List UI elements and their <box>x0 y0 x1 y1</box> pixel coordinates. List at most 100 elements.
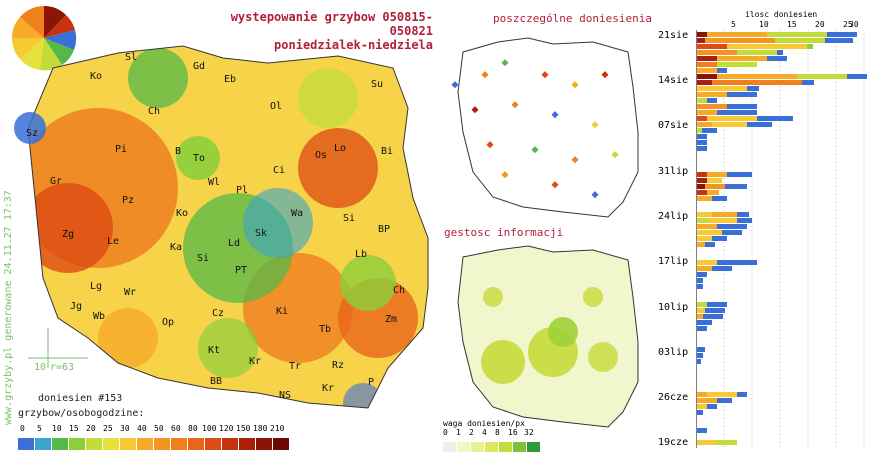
date-label: 03lip <box>658 347 689 358</box>
legend-swatch <box>137 438 153 450</box>
density-legend-title: waga doniesien/px <box>443 419 525 428</box>
city-label: Wb <box>93 311 106 322</box>
density-legend: waga doniesien/px 0 1 2 4 8 16 32 <box>443 419 568 456</box>
city-label: Si <box>197 253 210 264</box>
date-label: 21sie <box>658 30 689 41</box>
legend-swatches <box>18 435 289 450</box>
city-label: Ol <box>270 101 283 112</box>
legend-swatch <box>188 438 204 450</box>
title-line-1: wystepowanie grzybow 050815-050821 <box>230 10 433 38</box>
city-label: Le <box>107 236 120 247</box>
city-label: Ka <box>170 242 183 253</box>
legend-value: 180 <box>253 424 268 433</box>
histogram-bars <box>697 32 877 448</box>
main-map <box>8 38 438 418</box>
legend-swatch <box>154 438 170 450</box>
tick-label: 20 <box>815 20 825 29</box>
density-legend-value: 32 <box>524 428 534 437</box>
city-label: Ko <box>90 71 103 82</box>
legend-swatch <box>69 438 85 450</box>
density-legend-value: 8 <box>495 428 500 437</box>
scale-label: 10 <box>34 362 47 373</box>
city-label: Sl <box>125 52 138 63</box>
legend-swatch <box>443 442 456 452</box>
legend-value: 30 <box>120 424 130 433</box>
legend-value: 60 <box>171 424 181 433</box>
city-label: Ki <box>276 306 289 317</box>
legend-swatch <box>222 438 238 450</box>
city-label: Cz <box>212 308 225 319</box>
histogram-axis-title: ilosc doniesien <box>745 10 818 19</box>
city-label: Op <box>162 317 175 328</box>
legend-value: 50 <box>154 424 164 433</box>
map-title: wystepowanie grzybow 050815-050821 ponie… <box>190 10 433 52</box>
reports-map-title: poszczególne doniesienia <box>493 12 652 25</box>
tick-label: 25 <box>843 20 853 29</box>
city-label: Lo <box>334 143 347 154</box>
density-map <box>443 242 643 432</box>
city-label: Tb <box>319 324 332 335</box>
city-label: Kr <box>249 356 262 367</box>
date-label: 10lip <box>658 302 689 313</box>
date-label: 07sie <box>658 120 689 131</box>
city-label: Lb <box>355 249 368 260</box>
legend-swatch <box>120 438 136 450</box>
density-legend-value: 0 <box>443 428 448 437</box>
legend-title: grzybow/osobogodzine: <box>18 408 145 419</box>
city-label: Rz <box>332 360 345 371</box>
city-label: Tr <box>289 361 302 372</box>
legend-value: 10 <box>52 424 62 433</box>
legend-swatch <box>86 438 102 450</box>
city-label: Lg <box>90 281 103 292</box>
legend-swatch <box>256 438 272 450</box>
city-label: Wl <box>208 177 221 188</box>
legend-value: 0 <box>20 424 25 433</box>
city-label: Ch <box>393 285 406 296</box>
city-label: Eb <box>224 74 237 85</box>
city-label: Wr <box>124 287 137 298</box>
date-label: 17lip <box>658 256 689 267</box>
city-label: Kr <box>322 383 335 394</box>
radius-label: r=63 <box>50 362 75 373</box>
watermark: www.grzyby.pl generowane 24.11.27 17:37 <box>3 190 14 425</box>
legend-swatch <box>239 438 255 450</box>
city-label: P <box>368 377 375 388</box>
legend-labels: 0 5 10 15 20 25 30 40 50 60 80 100 120 1… <box>18 424 288 435</box>
reports-count: doniesien #153 <box>38 393 123 404</box>
city-label: Wa <box>291 208 304 219</box>
city-label: PT <box>235 265 248 276</box>
city-label: Gd <box>193 61 206 72</box>
legend-swatch <box>513 442 526 452</box>
city-label: Zm <box>385 314 398 325</box>
city-label: B <box>175 146 182 157</box>
city-label: Pl <box>236 185 249 196</box>
city-label: Sk <box>255 228 268 239</box>
city-label: Kt <box>208 345 221 356</box>
legend-swatch <box>471 442 484 452</box>
legend-value: 40 <box>137 424 147 433</box>
city-label: Pz <box>122 195 135 206</box>
legend-swatch <box>273 438 289 450</box>
tick-label: 5 <box>731 20 736 29</box>
date-label: 14sie <box>658 75 689 86</box>
legend-value: 210 <box>270 424 285 433</box>
city-label: BP <box>378 224 391 235</box>
title-line-2: poniedzialek-niedziela <box>274 38 433 52</box>
city-label: BB <box>210 376 223 387</box>
city-label: Sz <box>26 128 39 139</box>
density-legend-value: 2 <box>469 428 474 437</box>
legend-value: 150 <box>236 424 251 433</box>
density-legend-value: 4 <box>482 428 487 437</box>
legend-value: 100 <box>202 424 217 433</box>
color-legend: 0 5 10 15 20 25 30 40 50 60 80 100 120 1… <box>18 424 289 452</box>
legend-swatch <box>103 438 119 450</box>
legend-swatch <box>499 442 512 452</box>
date-label: 24lip <box>658 211 689 222</box>
density-legend-value: 16 <box>508 428 518 437</box>
legend-value: 20 <box>86 424 96 433</box>
reports-map <box>443 32 643 220</box>
legend-swatch <box>171 438 187 450</box>
tick-label: 30 <box>849 20 859 29</box>
legend-swatch <box>205 438 221 450</box>
legend-value: 5 <box>37 424 42 433</box>
